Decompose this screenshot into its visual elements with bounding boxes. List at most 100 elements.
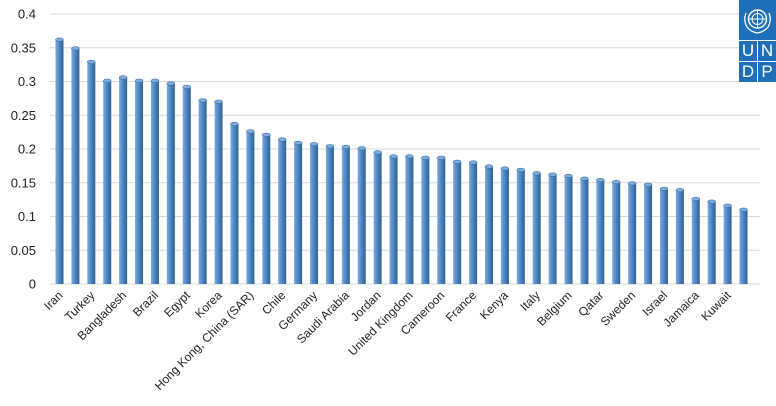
bar-body [469, 162, 478, 284]
bar [198, 98, 207, 285]
bar-cap [102, 78, 112, 83]
bar [468, 160, 478, 284]
bar-body [103, 80, 112, 284]
bar-cap [71, 46, 80, 51]
bar-cap [150, 78, 160, 83]
y-tick-label: 0.3 [18, 74, 36, 89]
bar-cap [421, 155, 430, 160]
bar-cap [55, 37, 64, 42]
bar-cap [118, 75, 128, 80]
bar-cap [325, 144, 335, 149]
bar [55, 37, 64, 285]
bar [723, 203, 732, 284]
bar-cap [230, 121, 239, 127]
bar [437, 155, 446, 284]
bar-cap [341, 144, 351, 150]
bar-body [71, 48, 80, 284]
bar-body [532, 173, 541, 284]
bar-body [357, 148, 366, 284]
bar [405, 154, 414, 284]
bar [118, 75, 128, 284]
bar-cap [389, 154, 398, 159]
bar-cap [134, 78, 144, 83]
bar-cap [357, 146, 366, 151]
bar-cap [516, 167, 526, 172]
bar-cap [611, 180, 621, 185]
bar-cap [293, 140, 303, 145]
bar [675, 188, 685, 284]
bar-cap [627, 181, 637, 186]
bar [71, 46, 80, 284]
bar-cap [484, 164, 494, 169]
bar-body [294, 142, 303, 284]
bar [548, 172, 557, 284]
bar [627, 181, 637, 284]
bar [102, 78, 112, 284]
bar [293, 140, 303, 284]
bar-body [55, 39, 64, 285]
bar [309, 142, 319, 284]
x-category-label: Kuwait [698, 288, 734, 324]
x-category-label: Italy [517, 288, 542, 313]
bar-cap [500, 166, 510, 171]
logo-letter-d: D [741, 62, 755, 81]
bar-cap [166, 81, 176, 86]
bar-cap [262, 132, 271, 137]
bar-cap [437, 155, 446, 160]
bar [134, 78, 144, 284]
logo-letter-p: P [761, 62, 773, 81]
bar-body [246, 131, 255, 284]
bar-cap [309, 142, 319, 147]
bar [643, 182, 653, 284]
bar-cap [452, 159, 462, 164]
y-tick-label: 0.35 [11, 40, 36, 55]
y-tick-label: 0.25 [11, 108, 36, 123]
logo-letter-n: N [760, 41, 774, 60]
y-axis-ticks: 0 0.05 0.1 0.15 0.2 0.25 0.3 0.35 0.4 [11, 7, 36, 292]
x-category-label: Kenya [477, 288, 511, 322]
bar-cap [643, 182, 653, 187]
bar-body [628, 183, 637, 284]
y-tick-label: 0.05 [11, 243, 36, 258]
x-category-label: Jamaica [660, 288, 702, 330]
bar [564, 173, 573, 284]
y-tick-label: 0.1 [18, 209, 36, 224]
y-tick-label: 0.2 [18, 142, 36, 157]
bar-body [596, 180, 605, 284]
bar [389, 154, 398, 284]
bar-body [150, 80, 159, 284]
bar-cap [580, 176, 589, 181]
logo-letter-u: U [741, 41, 755, 60]
bar [421, 155, 430, 284]
bar-cap [532, 171, 541, 176]
bar-body [341, 146, 350, 284]
bar [611, 180, 621, 284]
bar-body [214, 101, 223, 284]
bar-cap [548, 172, 557, 177]
bar [214, 99, 223, 284]
x-category-label: Brazil [130, 288, 161, 319]
x-category-label: Belgium [534, 288, 575, 329]
bar-cap [723, 203, 732, 208]
x-category-label: Sweden [598, 288, 639, 329]
bar-body [516, 169, 525, 284]
bar-body [659, 188, 668, 284]
bar-body [230, 124, 239, 285]
bar [580, 176, 589, 284]
bar-body [453, 161, 462, 284]
bar-cap [87, 59, 96, 64]
bar-body [644, 184, 653, 284]
bar-body [500, 168, 509, 284]
bar [373, 150, 382, 284]
bar-cap [659, 186, 669, 191]
bar [659, 186, 669, 284]
bar-cap [373, 150, 382, 155]
bar [87, 59, 96, 284]
bar [166, 81, 176, 285]
bar-body [612, 182, 621, 284]
bar-body [484, 166, 493, 284]
bar-body [310, 144, 319, 284]
bar [357, 146, 366, 284]
